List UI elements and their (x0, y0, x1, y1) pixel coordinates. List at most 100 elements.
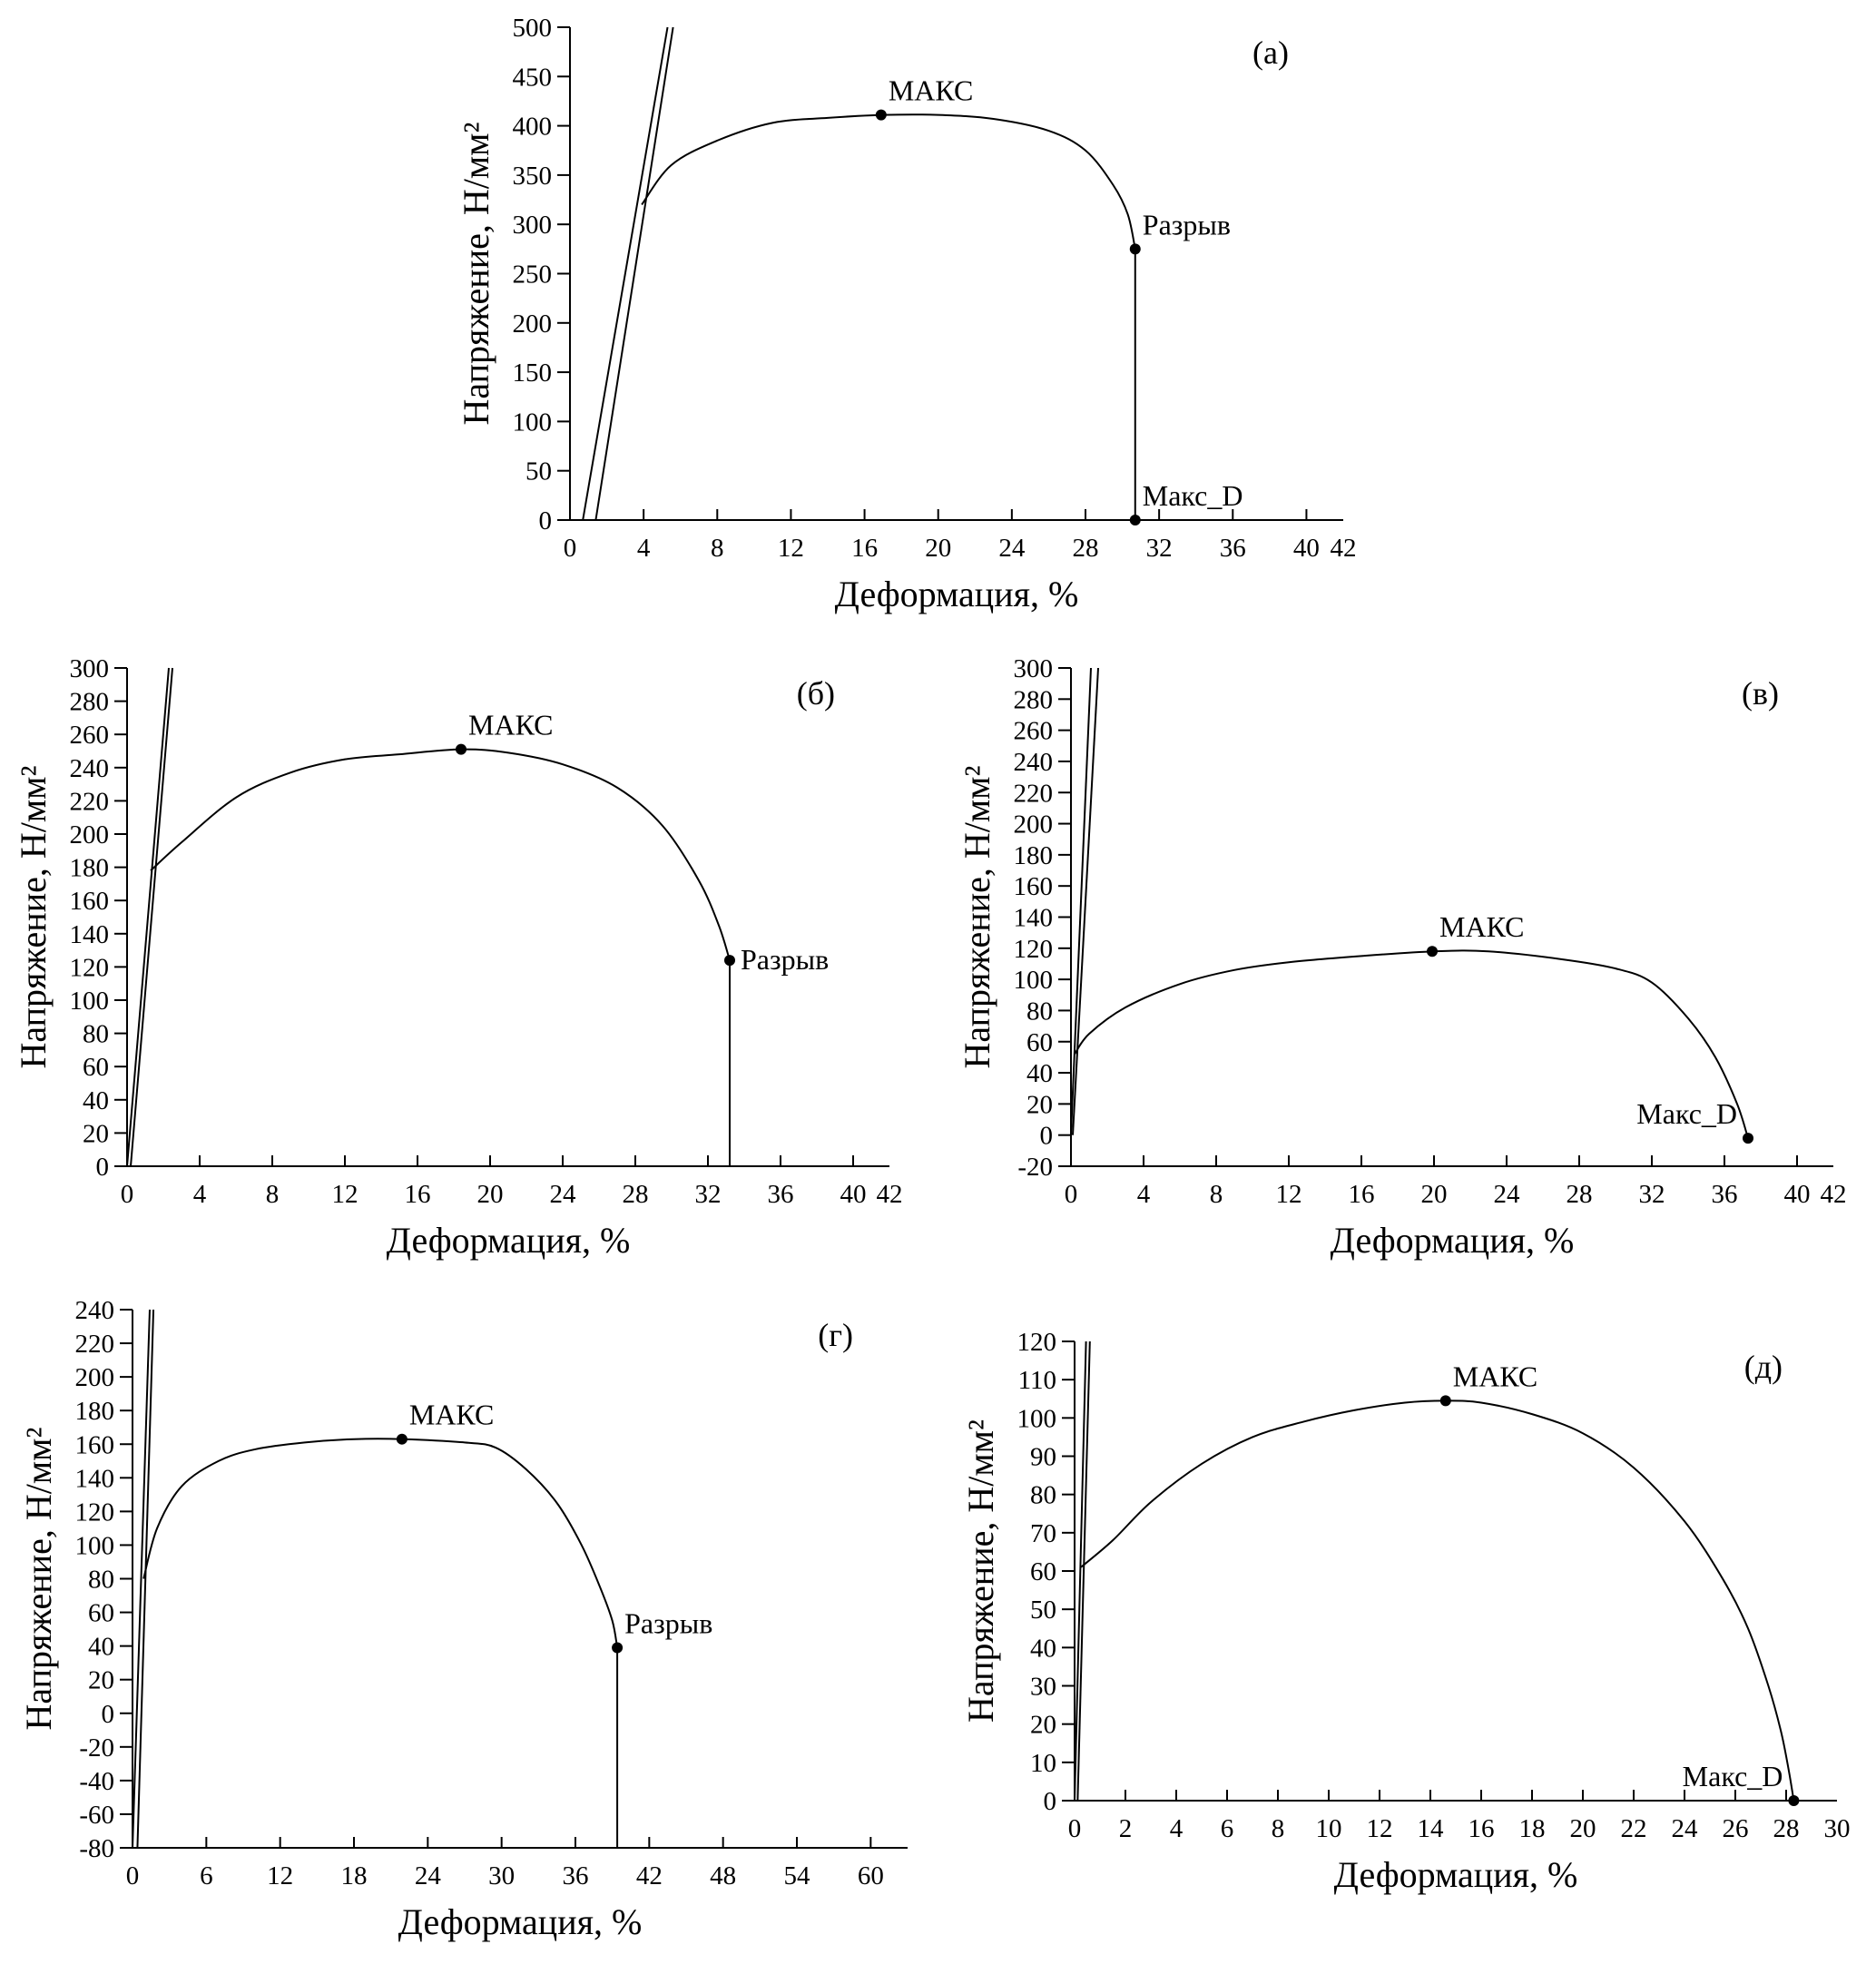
x-tick-label: 0 (126, 1861, 140, 1890)
x-tick-label: 30 (488, 1861, 515, 1890)
elastic-line (594, 26, 674, 521)
x-tick-label: 12 (267, 1861, 293, 1890)
x-tick-label: 4 (1170, 1814, 1184, 1843)
point-annotation: Разрыв (1143, 208, 1231, 241)
x-tick-label: 16 (851, 534, 878, 563)
data-point (456, 743, 467, 755)
x-tick-label: 24 (1494, 1180, 1521, 1209)
x-tick-label: 18 (341, 1861, 368, 1890)
x-tick-label: 32 (695, 1180, 722, 1209)
x-tick-label: 24 (550, 1180, 577, 1209)
stress-strain-curve (1074, 949, 1749, 1139)
x-tick-label: 18 (1519, 1814, 1546, 1843)
x-tick-label: 12 (1367, 1814, 1393, 1843)
x-tick-label: 32 (1639, 1180, 1665, 1209)
y-tick-label: 200 (1014, 810, 1054, 840)
y-tick-label: 10 (1030, 1749, 1056, 1778)
x-tick-label: 20 (1570, 1814, 1596, 1843)
x-tick-label: 8 (711, 534, 724, 563)
stress-strain-curve (150, 748, 731, 961)
chart-panel-g: -80-60-40-200204060801001201401601802002… (18, 1296, 908, 1942)
x-tick-label: 20 (925, 534, 951, 563)
stress-strain-curve (142, 1438, 619, 1648)
x-tick-label: 4 (637, 534, 651, 563)
y-tick-label: 140 (1014, 904, 1054, 933)
x-tick-label: 16 (1349, 1180, 1375, 1209)
y-tick-label: 280 (70, 688, 110, 717)
chart-panel-a: 0 50 100 150 200 250 300 350 400 450 500 0 4 8 12 16 20 2… (456, 14, 1357, 614)
x-tick-label: 42 (636, 1861, 663, 1890)
y-tick-label: 80 (1030, 1481, 1056, 1510)
x-tick-label: 32 (1146, 534, 1173, 563)
x-axis-title: Деформация, % (835, 574, 1079, 614)
chart-panel-v: -200204060801001201401601802002202402602… (957, 654, 1847, 1261)
point-annotation: Разрыв (741, 943, 829, 976)
y-tick-label: 300 (513, 211, 553, 240)
x-tick-label: 16 (1468, 1814, 1495, 1843)
y-tick-label: 220 (70, 787, 110, 816)
x-tick-label: 54 (784, 1861, 811, 1890)
y-tick-label: 70 (1030, 1519, 1056, 1548)
x-tick-label: 20 (477, 1180, 504, 1209)
y-tick-label: 200 (75, 1363, 115, 1392)
y-tick-label: 140 (75, 1464, 115, 1493)
y-tick-label: 160 (75, 1430, 115, 1459)
y-tick-label: 260 (70, 721, 110, 750)
y-tick-label: 40 (83, 1086, 109, 1115)
x-tick-label: 22 (1621, 1814, 1647, 1843)
x-tick-label: 20 (1421, 1180, 1448, 1209)
x-tick-label: 4 (193, 1180, 207, 1209)
x-tick-label: 42 (1331, 534, 1357, 563)
x-tick-label: 26 (1723, 1814, 1749, 1843)
stress-strain-curve (1080, 1399, 1795, 1802)
y-tick-label: 20 (83, 1119, 109, 1148)
y-tick-label: 60 (83, 1053, 109, 1082)
y-tick-label: 20 (1026, 1090, 1053, 1119)
x-tick-label: 24 (998, 534, 1026, 563)
panel-label: (г) (818, 1317, 853, 1353)
data-point (875, 109, 887, 121)
y-axis-title: Напряжение, Н/мм² (960, 1419, 1001, 1723)
y-tick-label: 0 (96, 1153, 110, 1182)
elastic-line (1070, 667, 1092, 1135)
y-tick-label: 450 (513, 63, 553, 92)
x-tick-label: 36 (1712, 1180, 1738, 1209)
x-tick-label: 6 (200, 1861, 213, 1890)
y-tick-label: 100 (70, 987, 110, 1016)
stress-strain-curve (641, 113, 1136, 250)
x-tick-label: 16 (405, 1180, 431, 1209)
y-tick-label: 180 (1014, 841, 1054, 870)
y-tick-label: -40 (79, 1767, 114, 1796)
elastic-line (132, 1309, 151, 1849)
x-tick-label: 36 (768, 1180, 794, 1209)
data-point (1439, 1395, 1451, 1407)
point-annotation: Макс_D (1636, 1097, 1737, 1130)
elastic-line (126, 667, 170, 1167)
y-axis-title: Напряжение, Н/мм² (456, 123, 496, 426)
x-tick-label: 12 (1276, 1180, 1302, 1209)
y-tick-label: 60 (1030, 1557, 1056, 1586)
y-axis-title: Напряжение, Н/мм² (18, 1428, 59, 1731)
y-tick-label: 100 (1017, 1404, 1057, 1433)
point-annotation: Макс_D (1143, 479, 1243, 512)
elastic-line (136, 1309, 155, 1849)
x-tick-label: 28 (1073, 534, 1099, 563)
y-tick-label: 200 (70, 820, 110, 849)
y-tick-label: 120 (1017, 1328, 1057, 1357)
x-tick-label: 40 (1293, 534, 1320, 563)
y-tick-label: 240 (75, 1296, 115, 1325)
x-tick-label: 4 (1137, 1180, 1151, 1209)
y-tick-label: 160 (70, 887, 110, 916)
point-annotation: МАКС (468, 709, 553, 741)
panel-label: (д) (1744, 1349, 1783, 1385)
data-point (1129, 515, 1141, 525)
y-tick-label: 120 (1014, 935, 1054, 964)
x-tick-label: 28 (1567, 1180, 1593, 1209)
point-annotation: МАКС (1439, 910, 1524, 943)
data-point (612, 1642, 624, 1654)
y-tick-label: 180 (75, 1397, 115, 1426)
x-tick-label: 2 (1119, 1814, 1133, 1843)
chart-panel-b: 0204060801001201401601802002202402602803… (13, 654, 903, 1261)
point-annotation: МАКС (409, 1399, 494, 1431)
